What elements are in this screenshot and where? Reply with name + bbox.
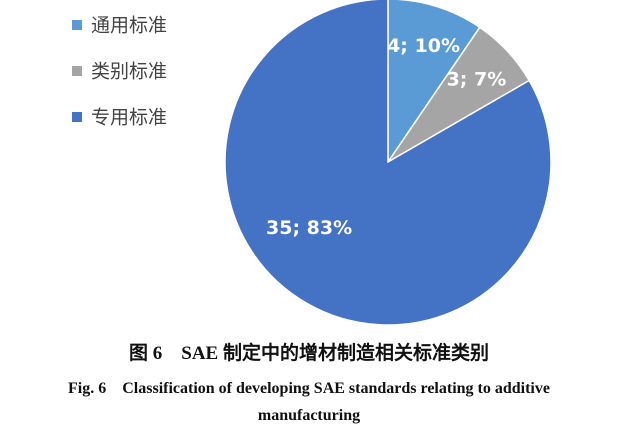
- value-label: 35; 83%: [266, 217, 352, 239]
- caption-en: Fig. 6 Classification of developing SAE …: [68, 380, 550, 424]
- legend-label: 类别标准: [91, 61, 167, 83]
- legend-swatch: [72, 66, 82, 76]
- caption-cn: 图 6 SAE 制定中的增材制造相关标准类别: [129, 343, 489, 364]
- value-label: 4; 10%: [387, 35, 460, 57]
- pie-slice: [224, 0, 552, 326]
- legend-swatch: [72, 20, 82, 30]
- value-label: 3; 7%: [447, 68, 507, 90]
- legend-label: 通用标准: [91, 15, 167, 37]
- legend-label: 专用标准: [91, 107, 167, 129]
- pie-slice: [387, 0, 481, 165]
- legend-swatch: [72, 112, 82, 122]
